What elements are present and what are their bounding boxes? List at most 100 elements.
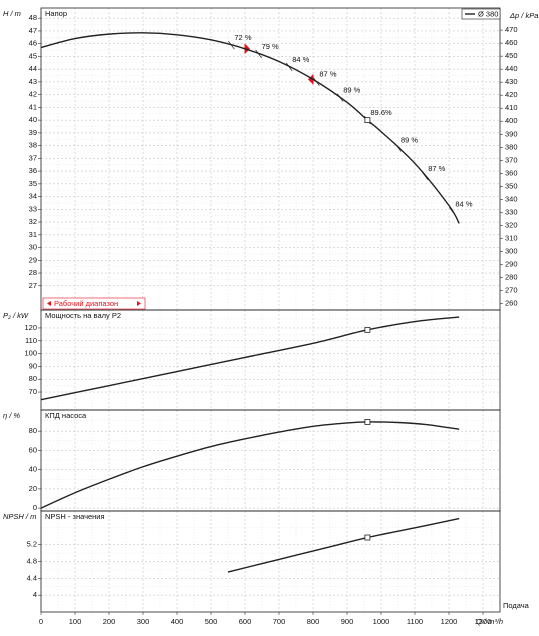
y-axis-label: H / m: [3, 9, 21, 18]
y-tick-label: 40: [29, 115, 37, 124]
panel-title: Напор: [45, 9, 67, 18]
y-tick-label: 80: [29, 426, 37, 435]
duty-point: [364, 419, 371, 425]
y-tick-label: 43: [29, 77, 37, 86]
y-tick-label: 90: [29, 361, 37, 370]
y-tick-label: 40: [29, 465, 37, 474]
x-axis-label: Q / m³/h: [476, 617, 503, 626]
range-arrow: [137, 301, 141, 306]
y-tick-label: 39: [29, 128, 37, 137]
y2-tick-label: 310: [505, 233, 518, 242]
y2-tick-label: 420: [505, 90, 518, 99]
y2-tick-label: 470: [505, 25, 518, 34]
y-tick-label: 4.8: [27, 556, 37, 565]
y-tick-label: 33: [29, 204, 37, 213]
y2-tick-label: 330: [505, 207, 518, 216]
panel-title: Мощность на валу P2: [45, 311, 121, 320]
curve: [40, 316, 460, 401]
efficiency-tick: [421, 171, 429, 181]
x-tick-label: 200: [103, 617, 116, 626]
y-tick-label: 45: [29, 51, 37, 60]
y-tick-label: 36: [29, 166, 37, 175]
y2-tick-label: 410: [505, 103, 518, 112]
y2-tick-label: 390: [505, 129, 518, 138]
duty-point: [364, 326, 371, 333]
x-tick-label: 800: [307, 617, 320, 626]
x-tick-label: 1300: [475, 617, 492, 626]
duty-point: [364, 534, 371, 541]
y-axis-label: η / %: [3, 411, 20, 420]
efficiency-label: 87 %: [319, 70, 336, 79]
efficiency-label: 89 %: [343, 86, 360, 95]
y-tick-label: 34: [29, 192, 37, 201]
y-tick-label: 41: [29, 102, 37, 111]
range-legend-box: [42, 297, 146, 310]
efficiency-tick: [394, 143, 402, 152]
y-tick-label: 70: [29, 387, 37, 396]
y2-tick-label: 280: [505, 272, 518, 281]
y-tick-label: 5.2: [27, 540, 37, 549]
x-tick-label: 600: [239, 617, 252, 626]
y-tick-label: 4: [33, 590, 37, 599]
y2-tick-label: 270: [505, 285, 518, 294]
efficiency-tick: [285, 62, 293, 72]
efficiency-tick: [228, 40, 235, 50]
y-tick-label: 47: [29, 26, 37, 35]
y-tick-label: 29: [29, 255, 37, 264]
y-tick-label: 80: [29, 374, 37, 383]
y2-axis-label: Δp / kPa: [509, 11, 538, 20]
range-arrow: [47, 301, 51, 306]
y2-tick-label: 440: [505, 64, 518, 73]
panel-title: КПД насоса: [45, 411, 87, 420]
y2-tick-label: 320: [505, 220, 518, 229]
y2-tick-label: 340: [505, 194, 518, 203]
efficiency-label: 87 %: [428, 164, 445, 173]
efficiency-tick: [336, 93, 344, 102]
x-tick-label: 400: [171, 617, 184, 626]
y-tick-label: 110: [25, 336, 37, 345]
y2-tick-label: 350: [505, 181, 518, 190]
duty-point: [364, 117, 371, 124]
x-tick-label: 900: [341, 617, 354, 626]
y-axis-label: NPSH / m: [3, 512, 36, 521]
y-tick-label: 37: [29, 153, 37, 162]
efficiency-label: 84 %: [455, 199, 472, 208]
efficiency-tick: [255, 49, 262, 59]
efficiency-label: 79 %: [262, 42, 279, 51]
y2-tick-label: 460: [505, 38, 518, 47]
curve: [40, 421, 460, 509]
y2-tick-label: 430: [505, 77, 518, 86]
x-tick-label: 300: [137, 617, 150, 626]
curve: [227, 517, 460, 573]
y-tick-label: 20: [29, 484, 37, 493]
y-tick-label: 30: [29, 243, 37, 252]
legend-label: Ø 380: [478, 9, 498, 18]
y2-tick-label: 360: [505, 168, 518, 177]
y-tick-label: 28: [29, 268, 37, 277]
legend-box: [461, 8, 501, 20]
efficiency-tick: [449, 207, 456, 216]
y-tick-label: 31: [29, 230, 37, 239]
range-label: Рабочий диапазон: [54, 299, 118, 308]
y2-tick-label: 260: [505, 298, 518, 307]
panel-title: NPSH - значения: [45, 512, 105, 521]
efficiency-label: 89 %: [401, 136, 418, 145]
x-tick-label: 700: [273, 617, 286, 626]
x-tick-label: 100: [69, 617, 82, 626]
range-marker: [245, 43, 250, 54]
y-tick-label: 42: [29, 90, 37, 99]
efficiency-tick: [313, 77, 320, 86]
y-axis-label: P₂ / kW: [3, 311, 29, 320]
y2-tick-label: 450: [505, 51, 518, 60]
y-tick-label: 4.4: [27, 573, 37, 582]
y-tick-label: 44: [29, 64, 37, 73]
x-axis-title: Подача: [503, 601, 530, 610]
y-tick-label: 32: [29, 217, 37, 226]
y-tick-label: 46: [29, 39, 37, 48]
x-tick-label: 1000: [373, 617, 390, 626]
efficiency-label: 72 %: [234, 33, 251, 42]
x-tick-label: 1100: [407, 617, 423, 626]
y2-tick-label: 300: [505, 246, 518, 255]
x-tick-label: 1200: [441, 617, 458, 626]
